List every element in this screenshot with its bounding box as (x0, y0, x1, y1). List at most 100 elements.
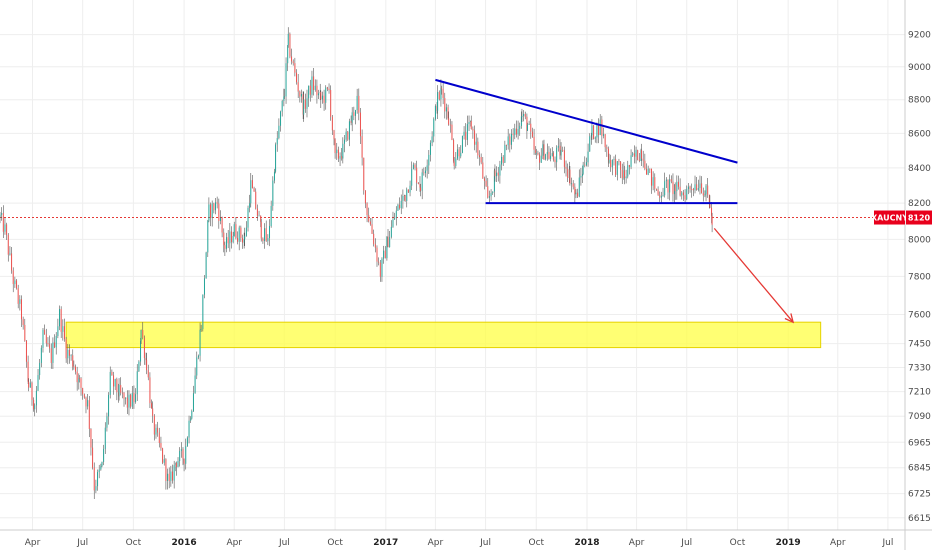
candle-body (208, 204, 210, 221)
candle-body (438, 92, 440, 100)
x-tick-label: Apr (25, 538, 41, 548)
candle-body (635, 150, 637, 157)
candle-body (114, 379, 116, 387)
candle-body (244, 235, 246, 240)
candle-body (97, 472, 99, 487)
candle-body (19, 299, 21, 304)
candle-body (323, 95, 325, 103)
candle-body (499, 164, 501, 176)
candle-body (594, 137, 596, 139)
candle-body (260, 221, 262, 239)
candle-body (280, 111, 282, 126)
candle-body (68, 349, 70, 356)
candle-body (177, 461, 179, 467)
candle-body (633, 153, 635, 157)
candle-body (304, 99, 306, 109)
candle-body (530, 123, 532, 132)
candle-body (554, 159, 556, 163)
candle-body (123, 392, 125, 399)
candle-body (180, 449, 182, 451)
candle-body (502, 156, 504, 163)
candle-body (644, 160, 646, 169)
candle-body (492, 191, 494, 194)
candle-body (40, 347, 42, 363)
candle-body (652, 177, 654, 186)
candle-body (608, 159, 610, 163)
candle-body (221, 217, 223, 233)
candle-body (2, 213, 4, 232)
candle-body (477, 141, 479, 156)
candle-body (299, 91, 301, 97)
candle-body (359, 112, 361, 137)
candle-body (601, 119, 603, 136)
candle-body (117, 392, 119, 397)
candle-body (294, 63, 296, 73)
candle-body (233, 224, 235, 237)
candle-body (111, 371, 113, 376)
candle-body (95, 486, 97, 491)
candle-body (620, 161, 622, 170)
candle-body (387, 236, 389, 248)
candle-body (227, 237, 229, 244)
candle-body (681, 192, 683, 196)
candle-body (126, 397, 128, 408)
candle-body (155, 427, 157, 435)
candle-body (406, 189, 408, 201)
candle-body (557, 145, 559, 148)
candle-body (76, 371, 78, 383)
candle-body (381, 258, 383, 277)
candle-body (356, 95, 358, 111)
candle-body (686, 189, 688, 200)
candle-body (353, 112, 355, 116)
candle-body (582, 173, 584, 176)
candle-body (487, 186, 489, 198)
candle-body (328, 88, 330, 91)
x-tick-label: Jul (479, 538, 491, 548)
y-tick-label: 8400 (908, 164, 931, 174)
candle-body (657, 189, 659, 195)
candle-body (416, 167, 418, 183)
candle-body (468, 122, 470, 125)
candle-body (526, 116, 528, 131)
candle-body (682, 192, 684, 196)
candle-body (632, 153, 634, 156)
candle-body (448, 118, 450, 125)
candle-body (200, 329, 202, 330)
candle-body (442, 88, 444, 99)
candle-body (218, 203, 220, 222)
candle-body (287, 45, 289, 64)
candle-body (434, 106, 436, 120)
candle-body (615, 159, 617, 175)
candle-body (215, 202, 217, 211)
candle-body (599, 119, 601, 136)
candle-body (585, 162, 587, 166)
y-tick-label: 8000 (908, 235, 931, 245)
candle-body (423, 172, 425, 174)
candle-body (17, 288, 19, 304)
candle-body (694, 184, 696, 191)
y-tick-label: 6725 (908, 490, 931, 500)
candle-body (33, 399, 35, 410)
candle-body (149, 377, 151, 404)
candle-body (575, 192, 577, 195)
candle-body (50, 348, 52, 363)
candle-body (417, 182, 419, 184)
candle-body (523, 113, 525, 117)
candle-body (163, 459, 165, 463)
candle-body (316, 85, 318, 96)
candle-body (188, 420, 190, 438)
candle-body (235, 224, 237, 238)
candle-body (289, 33, 291, 57)
candle-body (325, 87, 327, 103)
candle-body (504, 144, 506, 163)
candle-body (483, 178, 485, 181)
candle-body (6, 224, 8, 235)
candle-body (542, 144, 544, 156)
candle-body (568, 169, 570, 178)
candle-body (559, 145, 561, 156)
candle-body (133, 393, 135, 403)
candle-body (229, 231, 231, 244)
candle-body (376, 247, 378, 262)
